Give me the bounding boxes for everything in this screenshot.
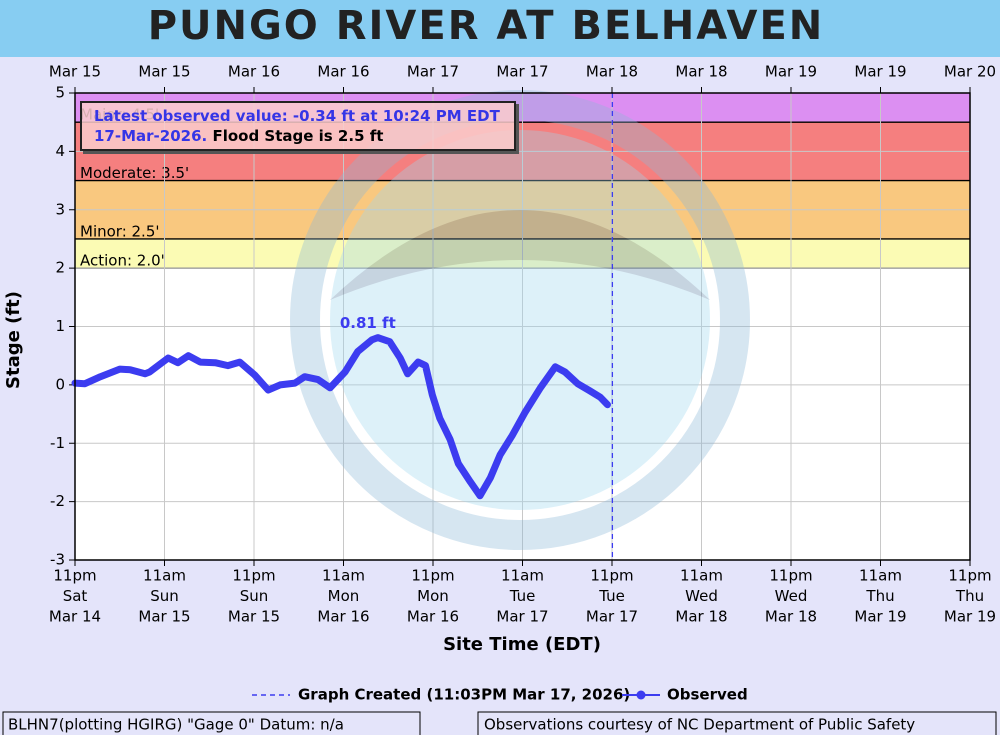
x-tick-label: Tue <box>598 587 625 605</box>
x2-tick-label: Mar 15 <box>138 63 190 81</box>
x2-tick-label: Mar 16 <box>317 63 369 81</box>
chart-title: PUNGO RIVER AT BELHAVEN <box>148 3 825 49</box>
series-layer: 0.81 ft <box>71 93 614 560</box>
flood-stage-text: Flood Stage is 2.5 ft <box>212 127 384 145</box>
x2-tick-label: Mar 19 <box>854 63 906 81</box>
x-tick-label: Mon <box>417 587 449 605</box>
y-tick-label: 1 <box>55 317 65 335</box>
x2-tick-label: Mar 19 <box>765 63 817 81</box>
x-tick-label: 11pm <box>948 567 991 585</box>
y-axis-label: Stage (ft) <box>3 291 24 389</box>
x-tick-label: 11am <box>680 567 723 585</box>
title-bar <box>0 0 1000 57</box>
y-tick-label: 4 <box>55 142 65 160</box>
legend-label: Observed <box>667 686 748 704</box>
x-tick-label: 11pm <box>411 567 454 585</box>
x-tick-label: 11pm <box>769 567 812 585</box>
series-line <box>71 334 611 500</box>
x-tick-label: Mar 16 <box>407 608 459 626</box>
x-tick-label: Mar 19 <box>854 608 906 626</box>
x-tick-label: 11pm <box>232 567 275 585</box>
x2-tick-label: Mar 15 <box>49 63 101 81</box>
x2-tick-label: Mar 16 <box>228 63 280 81</box>
flood-stage-label: Moderate: 3.5' <box>80 164 189 182</box>
x-tick-label: Mar 16 <box>317 608 369 626</box>
x2-tick-label: Mar 17 <box>496 63 548 81</box>
y-tick-label: 5 <box>55 84 65 102</box>
x-tick-label: Wed <box>685 587 718 605</box>
x-tick-label: 11am <box>859 567 902 585</box>
x-tick-label: Thu <box>955 587 984 605</box>
x-tick-label: Mar 14 <box>49 608 101 626</box>
flood-stage-label: Minor: 2.5' <box>80 222 160 240</box>
footer-box <box>477 711 997 735</box>
x-tick-label: Sun <box>150 587 179 605</box>
flood-stage-label: Action: 2.0' <box>80 252 165 270</box>
data-label: 0.81 ft <box>340 314 396 332</box>
y-tick-label: -2 <box>50 492 65 510</box>
x-tick-label: Thu <box>865 587 894 605</box>
legend-label: Graph Created (11:03PM Mar 17, 2026) <box>298 686 630 704</box>
x-tick-label: Mar 18 <box>765 608 817 626</box>
latest-observation-note: Latest observed value: -0.34 ft at 10:24… <box>80 101 516 151</box>
y-tick-label: 2 <box>55 259 65 277</box>
x-tick-label: Tue <box>509 587 536 605</box>
x-axis-label: Site Time (EDT) <box>443 634 601 655</box>
watermark <box>290 90 750 550</box>
x2-tick-label: Mar 18 <box>586 63 638 81</box>
x2-tick-label: Mar 20 <box>944 63 996 81</box>
footer-right: Observations courtesy of NC Department o… <box>484 716 915 734</box>
x-tick-label: Mar 19 <box>944 608 996 626</box>
x-tick-label: 11pm <box>53 567 96 585</box>
x2-tick-label: Mar 18 <box>675 63 727 81</box>
latest-text: Latest observed value: -0.34 ft at 10:24… <box>94 107 500 145</box>
y-tick-label: 0 <box>55 375 65 393</box>
x-tick-label: Sat <box>63 587 88 605</box>
x-tick-label: Mar 15 <box>138 608 190 626</box>
y-tick-label: 3 <box>55 200 65 218</box>
y-tick-label: -1 <box>50 434 65 452</box>
legend: Graph Created (11:03PM Mar 17, 2026) Obse… <box>252 686 748 704</box>
x-tick-label: Mar 17 <box>496 608 548 626</box>
x-tick-label: 11am <box>322 567 365 585</box>
x-tick-label: Mar 17 <box>586 608 638 626</box>
x-tick-label: Mar 18 <box>675 608 727 626</box>
x-tick-label: Sun <box>240 587 269 605</box>
x-tick-label: 11am <box>501 567 544 585</box>
legend-marker <box>636 690 646 700</box>
x-tick-label: Wed <box>775 587 808 605</box>
y-tick-label: -3 <box>50 551 65 569</box>
x-tick-label: Mar 15 <box>228 608 280 626</box>
x-tick-label: 11pm <box>590 567 633 585</box>
x2-tick-label: Mar 17 <box>407 63 459 81</box>
footer-left: BLHN7(plotting HGIRG) "Gage 0" Datum: n/… <box>8 716 344 734</box>
footer-box <box>2 711 421 735</box>
x-tick-label: 11am <box>143 567 186 585</box>
x-tick-label: Mon <box>328 587 360 605</box>
